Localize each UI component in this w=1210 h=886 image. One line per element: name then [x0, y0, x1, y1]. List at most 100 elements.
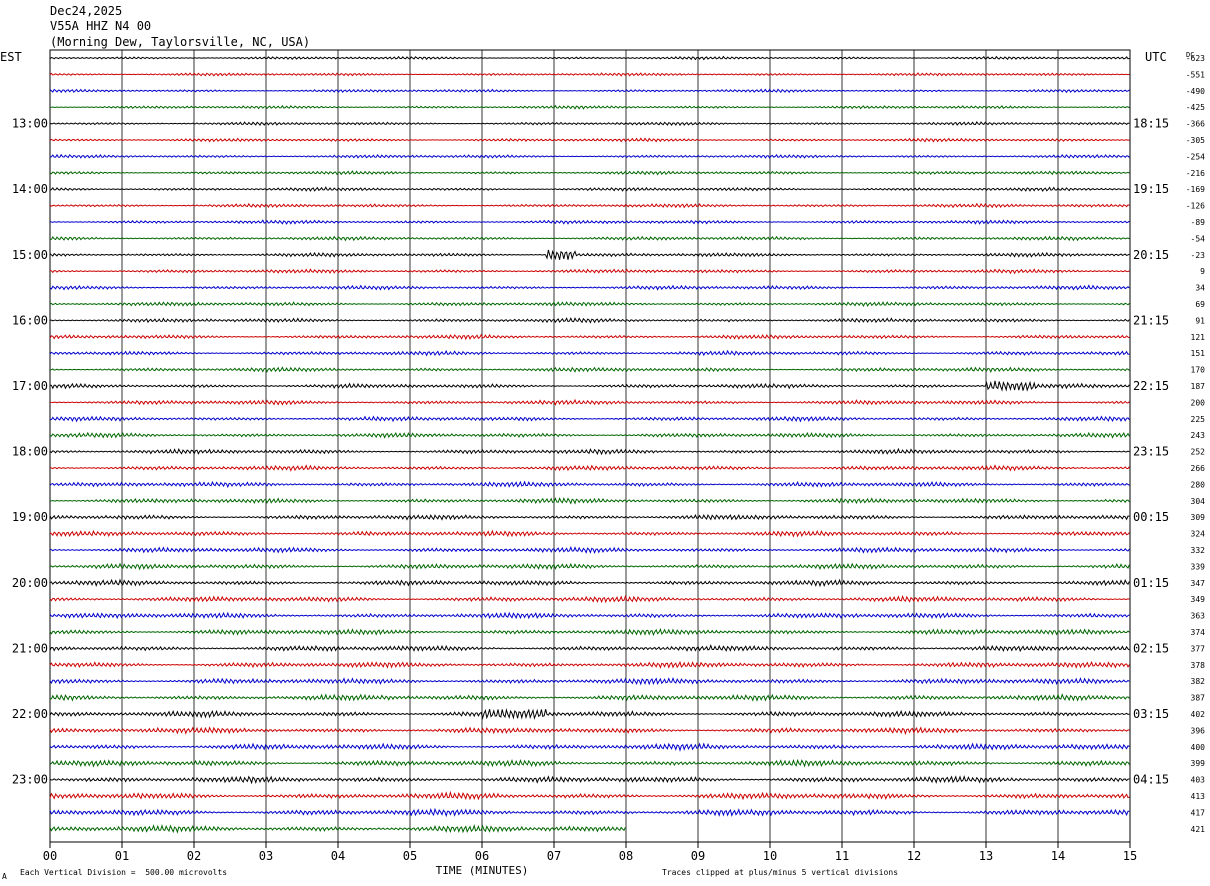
seismic-trace [49, 249, 1130, 261]
dc-offset-label: -305 [1186, 136, 1205, 145]
x-tick-label: 02 [187, 849, 201, 863]
seismic-trace [49, 693, 1130, 702]
left-hour-label: 23:00 [12, 773, 48, 787]
seismic-trace [49, 380, 1130, 392]
dc-offset-label: 170 [1191, 366, 1206, 375]
x-tick-label: 07 [547, 849, 561, 863]
seismic-trace [49, 758, 1130, 768]
seismic-trace [49, 742, 1130, 752]
dc-offset-label: -126 [1186, 202, 1205, 211]
x-tick-label: 11 [835, 849, 849, 863]
dc-offset-label: -551 [1186, 70, 1205, 79]
right-hour-label: 02:15 [1133, 641, 1169, 655]
seismic-trace [49, 186, 1130, 192]
right-hour-label: 04:15 [1133, 773, 1169, 787]
left-hour-label: 16:00 [12, 313, 48, 327]
seismic-trace [49, 513, 1130, 521]
dc-offset-label: 304 [1191, 497, 1206, 506]
dc-offset-label: 225 [1191, 415, 1206, 424]
station-location: (Morning Dew, Taylorsville, NC, USA) [50, 35, 311, 49]
vertical-division-note: Each Vertical Division = 500.00 microvol… [20, 868, 228, 877]
right-hour-label: 21:15 [1133, 313, 1169, 327]
dc-offset-label: 400 [1191, 743, 1206, 752]
dc-offset-label: -425 [1186, 103, 1205, 112]
dc-offset-label: 332 [1191, 546, 1206, 555]
x-tick-label: 00 [43, 849, 57, 863]
seismic-trace [49, 88, 1130, 94]
seismic-trace [49, 529, 1130, 538]
seismic-trace [49, 660, 1130, 669]
seismic-trace [49, 627, 1130, 637]
seismic-trace [49, 480, 1130, 489]
seismic-trace [49, 170, 1130, 176]
seismic-trace [49, 464, 1130, 472]
plot-date: Dec24,2025 [50, 4, 123, 18]
seismic-trace [49, 284, 1130, 291]
x-tick-label: 14 [1051, 849, 1065, 863]
dc-offset-label: -254 [1186, 152, 1205, 161]
seismic-trace [49, 497, 1130, 505]
x-tick-label: 10 [763, 849, 777, 863]
dc-offset-label: 324 [1191, 530, 1206, 539]
dc-offset-label: -89 [1191, 218, 1206, 227]
x-tick-label: 08 [619, 849, 633, 863]
right-timezone-label: UTC [1145, 50, 1167, 64]
seismic-trace [49, 398, 1130, 406]
seismic-trace [49, 268, 1130, 275]
station-code: V55A HHZ N4 00 [50, 19, 152, 33]
dc-offset-label: 417 [1191, 808, 1206, 817]
right-hour-label: 03:15 [1133, 707, 1169, 721]
left-hour-label: 17:00 [12, 379, 48, 393]
dc-offset-label: 266 [1191, 464, 1206, 473]
seismic-trace [49, 447, 1130, 456]
x-tick-label: 15 [1123, 849, 1137, 863]
right-hour-label: 00:15 [1133, 510, 1169, 524]
seismic-trace [49, 415, 1130, 423]
seismic-trace [49, 317, 1130, 324]
x-tick-label: 01 [115, 849, 129, 863]
seismic-trace [49, 545, 1130, 555]
right-hour-label: 18:15 [1133, 117, 1169, 131]
dc-offset-label: 374 [1191, 628, 1206, 637]
seismic-trace [49, 594, 1130, 604]
footer-mark: A [2, 872, 7, 881]
seismic-trace [49, 726, 1130, 736]
left-hour-label: 15:00 [12, 248, 48, 262]
seismic-trace [49, 366, 1130, 374]
dc-offset-label: 387 [1191, 694, 1206, 703]
dc-offset-label: 382 [1191, 677, 1206, 686]
left-hour-label: 22:00 [12, 707, 48, 721]
dc-offset-label: -623 [1186, 54, 1205, 63]
dc-offset-label: 280 [1191, 480, 1206, 489]
dc-offset-label: -23 [1191, 251, 1206, 260]
left-hour-label: 14:00 [12, 182, 48, 196]
dc-offset-label: 403 [1191, 776, 1206, 785]
dc-offset-label: 396 [1191, 726, 1206, 735]
left-timezone-label: EST [0, 50, 22, 64]
x-tick-label: 12 [907, 849, 921, 863]
left-hour-label: 13:00 [12, 117, 48, 131]
dc-offset-label: 377 [1191, 644, 1206, 653]
left-hour-label: 20:00 [12, 576, 48, 590]
x-axis-label: TIME (MINUTES) [436, 864, 529, 877]
dc-offset-label: 309 [1191, 513, 1206, 522]
dc-offset-label: -490 [1186, 87, 1205, 96]
dc-offset-label: 34 [1195, 284, 1205, 293]
seismic-trace [49, 219, 1130, 225]
seismic-trace [49, 104, 1130, 110]
right-hour-label: 20:15 [1133, 248, 1169, 262]
dc-header-label: DC [1186, 51, 1194, 59]
dc-offset-label: 349 [1191, 595, 1206, 604]
dc-offset-label: 339 [1191, 562, 1206, 571]
seismic-trace [49, 562, 1130, 571]
left-hour-label: 18:00 [12, 445, 48, 459]
seismic-trace [49, 708, 1130, 720]
dc-offset-label: 347 [1191, 579, 1206, 588]
x-tick-label: 09 [691, 849, 705, 863]
seismic-trace [49, 824, 626, 834]
right-hour-label: 01:15 [1133, 576, 1169, 590]
seismic-trace [49, 301, 1130, 308]
dc-offset-label: -54 [1191, 234, 1206, 243]
dc-offset-label: 200 [1191, 398, 1206, 407]
